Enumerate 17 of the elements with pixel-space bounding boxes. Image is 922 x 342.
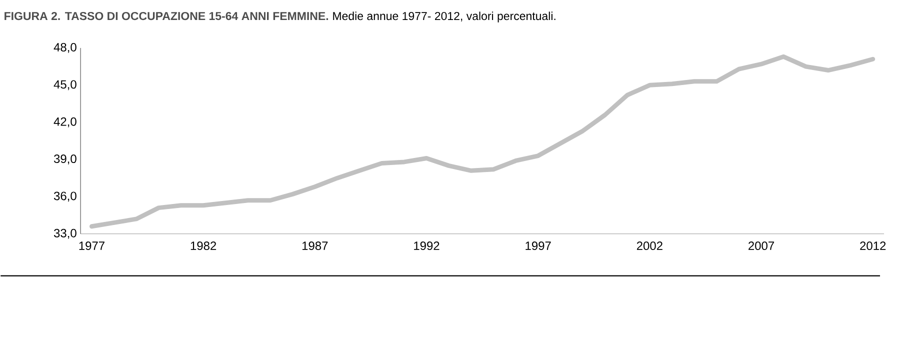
x-tick-label: 2002	[636, 242, 662, 250]
y-tick-label: 42,0	[54, 117, 76, 128]
x-tick-label: 2007	[748, 242, 774, 250]
chart-subtitle: Medie annue 1977- 2012, valori percentuali.	[333, 12, 556, 22]
x-tick-label: 1997	[526, 242, 551, 250]
x-tick-label: 1992	[414, 242, 440, 250]
y-tick-label: 36,0	[54, 192, 76, 202]
chart-title: FIGURA 2. TASSO DI OCCUPAZIONE 15-64 ANNI FEMMINE.	[4, 12, 328, 20]
y-tick-label: 39,0	[54, 154, 76, 165]
x-tick-label: 1977	[79, 242, 104, 250]
x-tick-label: 1987	[302, 242, 328, 250]
x-tick-label: 1982	[190, 242, 216, 250]
y-tick-label: 48,0	[54, 43, 76, 54]
line-series	[89, 54, 876, 229]
y-tick-label: 45,0	[54, 80, 76, 90]
y-tick-label: 33,0	[54, 228, 76, 239]
x-tick-label: 2012	[860, 242, 886, 250]
